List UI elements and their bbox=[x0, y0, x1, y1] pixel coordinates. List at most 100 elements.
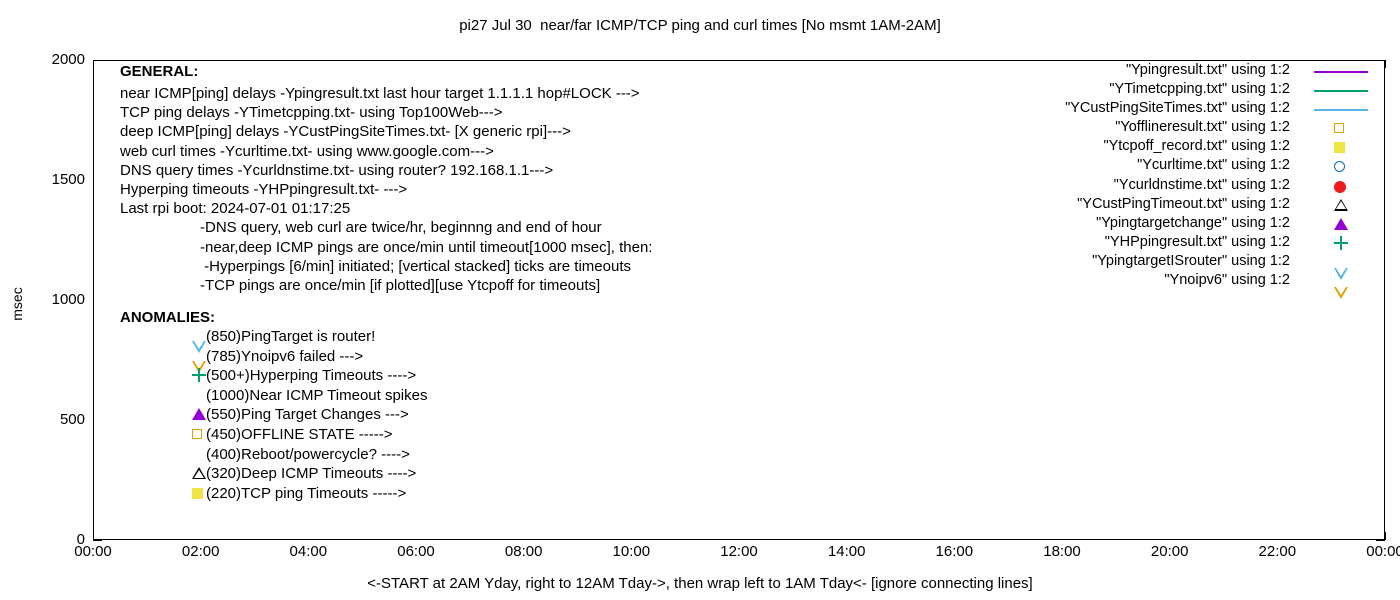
legend-key bbox=[1310, 62, 1372, 81]
general-line: near ICMP[ping] delays -Ypingresult.txt … bbox=[120, 85, 640, 102]
anomaly-item-label: (785)Ynoipv6 failed ---> bbox=[206, 347, 364, 365]
y-tick-label: 0 bbox=[76, 531, 85, 548]
legend-key bbox=[1310, 138, 1372, 157]
anomaly-item-label: (450)OFFLINE STATE -----> bbox=[206, 426, 393, 443]
general-line-indented: -TCP pings are once/min [if plotted][use… bbox=[200, 277, 601, 294]
legend-row: "Ycurltime.txt" using 1:2 bbox=[980, 157, 1345, 176]
anomaly-item-label: (550)Ping Target Changes ---> bbox=[206, 406, 409, 424]
x-tick-label: 04:00 bbox=[289, 543, 328, 560]
legend-label: "Ypingresult.txt" using 1:2 bbox=[1126, 62, 1290, 78]
anomaly-item-label: (1000)Near ICMP Timeout spikes bbox=[206, 386, 428, 404]
anomaly-marker-filled-triangle-up-purple bbox=[192, 408, 206, 421]
legend-line-swatch bbox=[1314, 90, 1368, 93]
x-tick-label: 00:00 bbox=[74, 543, 112, 560]
general-heading: GENERAL: bbox=[120, 63, 199, 80]
legend-line-swatch bbox=[1314, 71, 1368, 73]
y-tick-mark bbox=[93, 540, 102, 541]
legend-row: "Ycurldnstime.txt" using 1:2 bbox=[980, 176, 1346, 196]
legend-label: "Ypingtargetchange" using 1:2 bbox=[1096, 214, 1290, 231]
general-line-indented: -near,deep ICMP pings are once/min until… bbox=[200, 238, 653, 256]
anomaly-marker-filled-square-yellow bbox=[192, 487, 203, 499]
legend-row: "Ypingtargetchange" using 1:2 bbox=[980, 214, 1348, 234]
legend-marker-swatch bbox=[1334, 161, 1345, 173]
general-line: DNS query times -Ycurldnstime.txt- using… bbox=[120, 161, 554, 179]
chart-legend: "Ypingresult.txt" using 1:2 "YTimetcpping… bbox=[980, 62, 1368, 300]
legend-label: "Yofflineresult.txt" using 1:2 bbox=[1115, 119, 1290, 136]
anomaly-marker-plus-green bbox=[192, 368, 206, 383]
x-tick-label: 02:00 bbox=[181, 543, 220, 560]
anomaly-item-label: (850)PingTarget is router! bbox=[206, 328, 376, 345]
legend-key bbox=[1310, 157, 1372, 176]
legend-label: "YCustPingTimeout.txt" using 1:2 bbox=[1077, 195, 1290, 212]
chart-title: pi27 Jul 30 near/far ICMP/TCP ping and c… bbox=[459, 17, 941, 34]
legend-key bbox=[1310, 272, 1372, 300]
general-line: Hyperping timeouts -YHPpingresult.txt- -… bbox=[120, 181, 408, 198]
legend-row: "YpingtargetISrouter" using 1:2 bbox=[980, 252, 1348, 280]
legend-line-swatch bbox=[1314, 109, 1368, 112]
legend-row: "YCustPingSiteTimes.txt" using 1:2 bbox=[980, 100, 1368, 119]
legend-row: "Ynoipv6" using 1:2 bbox=[980, 272, 1348, 300]
general-line: TCP ping delays -YTimetcpping.txt- using… bbox=[120, 104, 503, 122]
anomaly-item-label: (400)Reboot/powercycle? ----> bbox=[206, 445, 410, 463]
legend-key bbox=[1310, 196, 1372, 215]
y-tick-label: 500 bbox=[59, 411, 85, 428]
legend-key bbox=[1310, 234, 1372, 253]
legend-label: "Ynoipv6" using 1:2 bbox=[1164, 272, 1290, 289]
x-tick-label: 06:00 bbox=[397, 543, 435, 560]
legend-marker-swatch bbox=[1334, 217, 1348, 230]
legend-row: "Ypingresult.txt" using 1:2 bbox=[980, 62, 1368, 81]
x-tick-label: 14:00 bbox=[827, 543, 866, 560]
legend-marker-swatch bbox=[1334, 267, 1348, 280]
legend-row: "Ytcpoff_record.txt" using 1:2 bbox=[980, 138, 1345, 157]
anomaly-item-label: (320)Deep ICMP Timeouts ----> bbox=[206, 465, 417, 483]
anomaly-marker-open-triangle-down-blue bbox=[192, 341, 206, 353]
general-line-indented: -DNS query, web curl are twice/hr, begin… bbox=[200, 219, 602, 237]
legend-key bbox=[1310, 119, 1372, 138]
legend-key bbox=[1310, 253, 1372, 280]
y-tick-mark bbox=[1376, 540, 1385, 541]
y-tick-label: 2000 bbox=[51, 51, 85, 68]
x-tick-label: 08:00 bbox=[504, 543, 543, 560]
general-line-indented: -Hyperpings [6/min] initiated; [vertical… bbox=[200, 257, 632, 275]
x-tick-mark bbox=[1385, 532, 1386, 540]
x-tick-label: 20:00 bbox=[1150, 543, 1189, 560]
legend-marker-swatch bbox=[1334, 142, 1345, 154]
x-tick-label: 18:00 bbox=[1043, 543, 1081, 560]
legend-key bbox=[1310, 215, 1372, 234]
legend-label: "YpingtargetISrouter" using 1:2 bbox=[1092, 252, 1290, 269]
legend-label: "YCustPingSiteTimes.txt" using 1:2 bbox=[1065, 100, 1290, 117]
legend-marker-swatch bbox=[1334, 235, 1348, 250]
x-tick-label: 16:00 bbox=[935, 543, 974, 560]
legend-row: "YCustPingTimeout.txt" using 1:2 bbox=[980, 195, 1348, 215]
legend-marker-swatch bbox=[1334, 287, 1348, 300]
anomaly-item-label: (500+)Hyperping Timeouts ----> bbox=[206, 367, 417, 385]
legend-label: "Ycurldnstime.txt" using 1:2 bbox=[1113, 176, 1290, 193]
legend-key bbox=[1310, 100, 1372, 119]
x-axis-caption: <-START at 2AM Yday, right to 12AM Tday-… bbox=[367, 575, 1033, 592]
anomaly-marker-open-square-orange bbox=[192, 429, 202, 439]
legend-marker-swatch bbox=[1334, 123, 1344, 134]
anomaly-item-label: (220)TCP ping Timeouts -----> bbox=[206, 484, 407, 502]
plot-frame bbox=[93, 60, 1385, 540]
general-line: deep ICMP[ping] delays -YCustPingSiteTim… bbox=[120, 123, 571, 141]
legend-label: "YTimetcpping.txt" using 1:2 bbox=[1109, 81, 1290, 98]
x-tick-label: 00:00 bbox=[1366, 543, 1400, 560]
anomalies-heading: ANOMALIES: bbox=[120, 309, 215, 326]
x-tick-label: 12:00 bbox=[720, 543, 758, 560]
anomaly-marker-open-triangle-down-orange bbox=[192, 360, 206, 373]
x-tick-label: 22:00 bbox=[1258, 543, 1297, 560]
x-tick-mark bbox=[1385, 60, 1386, 68]
legend-row: "YHPpingresult.txt" using 1:2 bbox=[980, 233, 1348, 253]
legend-row: "Yofflineresult.txt" using 1:2 bbox=[980, 119, 1344, 138]
general-line: web curl times -Ycurltime.txt- using www… bbox=[120, 142, 494, 160]
anomaly-marker-open-triangle-up-black bbox=[192, 467, 206, 480]
legend-label: "YHPpingresult.txt" using 1:2 bbox=[1104, 233, 1290, 250]
y-tick-label: 1500 bbox=[51, 171, 85, 188]
legend-row: "YTimetcpping.txt" using 1:2 bbox=[980, 81, 1368, 100]
legend-marker-swatch bbox=[1334, 180, 1346, 193]
general-line: Last rpi boot: 2024-07-01 01:17:25 bbox=[120, 200, 351, 218]
legend-key bbox=[1310, 81, 1372, 100]
legend-label: "Ycurltime.txt" using 1:2 bbox=[1137, 157, 1290, 174]
x-tick-label: 10:00 bbox=[612, 543, 651, 560]
